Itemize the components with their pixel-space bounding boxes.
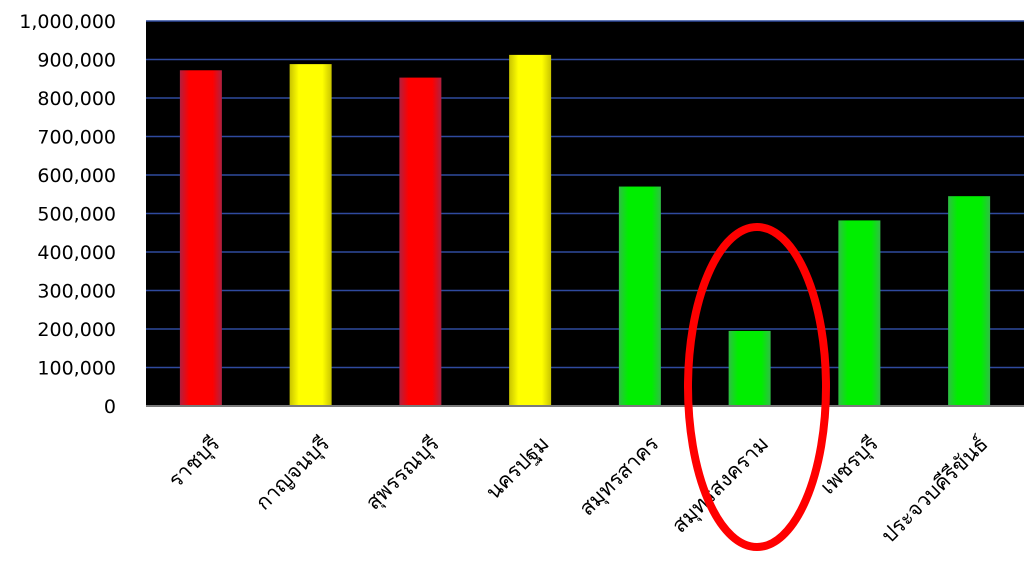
bar-7: [838, 220, 881, 406]
y-tick-label: 0: [104, 396, 116, 418]
y-axis-ticks: 0 100,000 200,000 300,000 400,000 500,000 600,…: [19, 11, 116, 418]
x-tick-label: ราชบุรี: [164, 432, 225, 493]
y-tick-label: 500,000: [37, 204, 116, 226]
bar-4: [509, 54, 552, 406]
bar-1: [179, 70, 222, 406]
y-tick-label: 1,000,000: [19, 11, 116, 33]
x-tick-label: สุพรรณบุรี: [361, 432, 445, 516]
y-tick-label: 200,000: [37, 319, 116, 341]
bar-5: [618, 186, 661, 406]
x-tick-label: กาญจนบุรี: [251, 432, 335, 516]
y-tick-label: 800,000: [37, 88, 116, 110]
x-tick-label: สมุทรสาคร: [575, 432, 665, 522]
y-tick-label: 300,000: [37, 281, 116, 303]
x-tick-label: ประจวบคีรีขันธ์: [877, 432, 993, 548]
y-tick-label: 100,000: [37, 358, 116, 380]
bar-series: [179, 54, 991, 407]
x-tick-label: นครปฐม: [481, 432, 553, 504]
x-axis-labels: ราชบุรี กาญจนบุรี สุพรรณบุรี นครปฐม สมุทรสาค…: [164, 432, 993, 548]
bar-3: [399, 77, 442, 406]
y-tick-label: 900,000: [37, 50, 116, 72]
y-tick-label: 700,000: [37, 127, 116, 149]
highlight-ellipse: [684, 223, 830, 551]
bar-2: [289, 64, 332, 407]
y-tick-label: 600,000: [37, 165, 116, 187]
bar-6: [728, 330, 771, 406]
bar-8: [948, 196, 991, 406]
y-tick-label: 400,000: [37, 242, 116, 264]
